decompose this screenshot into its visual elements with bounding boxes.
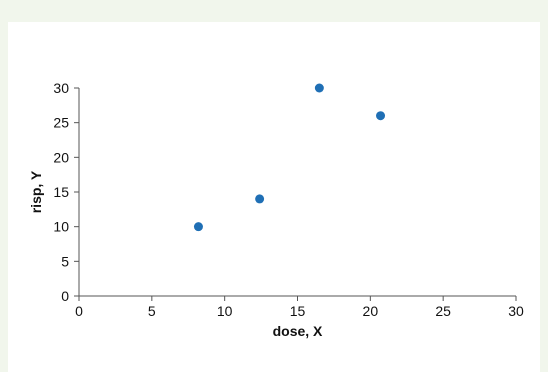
y-tick-label: 25 xyxy=(53,115,69,131)
x-tick-label: 20 xyxy=(363,303,379,319)
tick-labels: 0 5 10 15 20 25 30 0 5 10 15 20 25 30 xyxy=(53,80,524,319)
x-tick-label: 15 xyxy=(290,303,306,319)
y-tick-label: 30 xyxy=(53,80,69,96)
axes xyxy=(74,87,517,301)
data-point xyxy=(376,111,386,121)
data-points xyxy=(193,83,386,232)
y-tick-label: 15 xyxy=(53,184,69,200)
y-tick-label: 10 xyxy=(53,219,69,235)
chart-panel xyxy=(8,22,540,372)
x-axis-title: dose, X xyxy=(273,323,323,339)
data-point xyxy=(255,194,265,204)
data-point xyxy=(193,222,203,232)
y-tick-label: 5 xyxy=(61,253,69,269)
data-point xyxy=(314,83,324,93)
y-tick-label: 20 xyxy=(53,149,69,165)
x-tick-label: 25 xyxy=(435,303,451,319)
x-tick-label: 0 xyxy=(75,303,83,319)
x-tick-label: 30 xyxy=(508,303,524,319)
y-axis-title: risp, Y xyxy=(28,170,44,213)
x-tick-label: 10 xyxy=(217,303,233,319)
x-tick-label: 5 xyxy=(148,303,156,319)
y-tick-label: 0 xyxy=(61,288,69,304)
